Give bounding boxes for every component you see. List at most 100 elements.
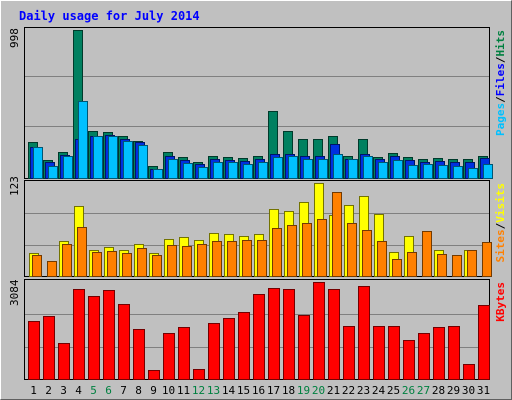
- pages-bar-day-21: [333, 154, 343, 179]
- pages-bar-day-14: [228, 162, 238, 179]
- kbytes-bar-day-17: [268, 288, 280, 380]
- kbytes-bar-day-9: [148, 370, 160, 380]
- hits-files-pages-panel: 998 Pages/Files/Hits: [8, 27, 507, 179]
- pages-bar-day-26: [408, 165, 418, 179]
- x-tick-day-6: 6: [105, 384, 112, 397]
- pages-bar-day-23: [363, 156, 373, 179]
- kbytes-bar-day-22: [343, 326, 355, 380]
- x-tick-day-5: 5: [90, 384, 97, 397]
- sites-bar-day-27: [422, 231, 432, 277]
- pages-bar-day-10: [168, 159, 178, 179]
- sites-bar-day-3: [62, 244, 72, 277]
- kbytes-bar-day-29: [448, 326, 460, 380]
- kbytes-bar-day-8: [133, 329, 145, 380]
- kbytes-bar-day-2: [43, 316, 55, 380]
- pages-bar-day-5: [93, 136, 103, 179]
- sites-bar-day-19: [302, 223, 312, 277]
- legend-item-visits: Visits: [494, 183, 507, 223]
- pages-bar-day-27: [423, 164, 433, 179]
- sites-bar-day-16: [257, 240, 267, 277]
- kbytes-bar-day-10: [163, 333, 175, 380]
- x-tick-day-29: 29: [447, 384, 460, 397]
- kbytes-bar-day-23: [358, 286, 370, 380]
- kbytes-bar-day-1: [28, 321, 40, 380]
- sites-bar-day-5: [92, 252, 102, 277]
- pages-bar-day-29: [453, 166, 463, 179]
- x-tick-day-21: 21: [327, 384, 340, 397]
- x-tick-day-16: 16: [252, 384, 265, 397]
- pages-bar-day-31: [483, 164, 493, 179]
- kbytes-bar-day-24: [373, 326, 385, 380]
- kbytes-bar-day-6: [103, 290, 115, 380]
- pages-bar-day-22: [348, 159, 358, 179]
- sites-bar-day-15: [242, 240, 252, 277]
- x-tick-day-18: 18: [282, 384, 295, 397]
- kbytes-bar-day-26: [403, 340, 415, 380]
- kbytes-bar-day-15: [238, 312, 250, 380]
- sites-bar-day-22: [347, 223, 357, 277]
- pages-bar-day-13: [213, 162, 223, 179]
- x-tick-day-24: 24: [372, 384, 386, 397]
- kbytes-bar-day-3: [58, 343, 70, 380]
- kbytes-panel: 3084 KBytes: [8, 279, 507, 380]
- x-tick-day-28: 28: [432, 384, 445, 397]
- pages-bar-day-24: [378, 162, 388, 179]
- kbytes-bar-day-31: [478, 305, 490, 380]
- sites-bar-day-8: [137, 248, 147, 277]
- legend-item-pages: Pages: [494, 103, 507, 136]
- x-tick-day-9: 9: [150, 384, 157, 397]
- sites-bar-day-10: [167, 245, 177, 277]
- pages-bar-day-17: [273, 157, 283, 179]
- legend-separator: /: [494, 96, 507, 103]
- x-tick-day-14: 14: [222, 384, 236, 397]
- pages-bar-day-28: [438, 165, 448, 179]
- kbytes-bar-day-7: [118, 304, 130, 380]
- sites-bar-day-26: [407, 252, 417, 277]
- visits-ymax-label: 123: [8, 176, 21, 196]
- kbytes-bar-day-28: [433, 327, 445, 380]
- sites-bar-day-9: [152, 255, 162, 277]
- kbytes-bar-day-5: [88, 296, 100, 380]
- legend-separator: /: [494, 56, 507, 63]
- chart-title: Daily usage for July 2014: [19, 9, 200, 23]
- sites-bar-day-6: [107, 251, 117, 277]
- x-tick-day-8: 8: [135, 384, 142, 397]
- sites-bar-day-14: [227, 241, 237, 277]
- pages-bar-day-3: [63, 156, 73, 179]
- sites-bar-day-11: [182, 246, 192, 277]
- kbytes-bar-day-21: [328, 289, 340, 380]
- x-tick-day-12: 12: [192, 384, 205, 397]
- pages-bar-day-30: [468, 168, 478, 179]
- x-tick-day-31: 31: [477, 384, 490, 397]
- x-tick-day-15: 15: [237, 384, 250, 397]
- x-tick-day-23: 23: [357, 384, 370, 397]
- pages-bar-day-8: [138, 145, 148, 179]
- kbytes-bar-day-11: [178, 327, 190, 380]
- pages-bar-day-18: [288, 156, 298, 179]
- x-tick-day-30: 30: [462, 384, 475, 397]
- kbytes-bar-day-19: [298, 315, 310, 380]
- kbytes-bar-day-27: [418, 333, 430, 380]
- sites-bar-day-25: [392, 259, 402, 277]
- pages-bar-day-15: [243, 164, 253, 179]
- kbytes-bar-day-20: [313, 282, 325, 380]
- sites-bar-day-2: [47, 261, 57, 277]
- sites-bar-day-31: [482, 242, 492, 277]
- x-tick-day-3: 3: [60, 384, 67, 397]
- kbytes-bar-day-18: [283, 289, 295, 380]
- pages-bar-day-20: [318, 159, 328, 179]
- pages-bar-day-11: [183, 163, 193, 179]
- pages-bar-day-9: [153, 169, 163, 179]
- sites-bar-day-13: [212, 241, 222, 277]
- x-tick-day-10: 10: [162, 384, 175, 397]
- x-tick-day-26: 26: [402, 384, 415, 397]
- x-tick-day-11: 11: [177, 384, 190, 397]
- x-tick-day-22: 22: [342, 384, 355, 397]
- legend-item-sites: Sites: [494, 229, 507, 262]
- kbytes-bar-day-14: [223, 318, 235, 380]
- sites-bar-day-18: [287, 225, 297, 277]
- sites-bar-day-23: [362, 230, 372, 277]
